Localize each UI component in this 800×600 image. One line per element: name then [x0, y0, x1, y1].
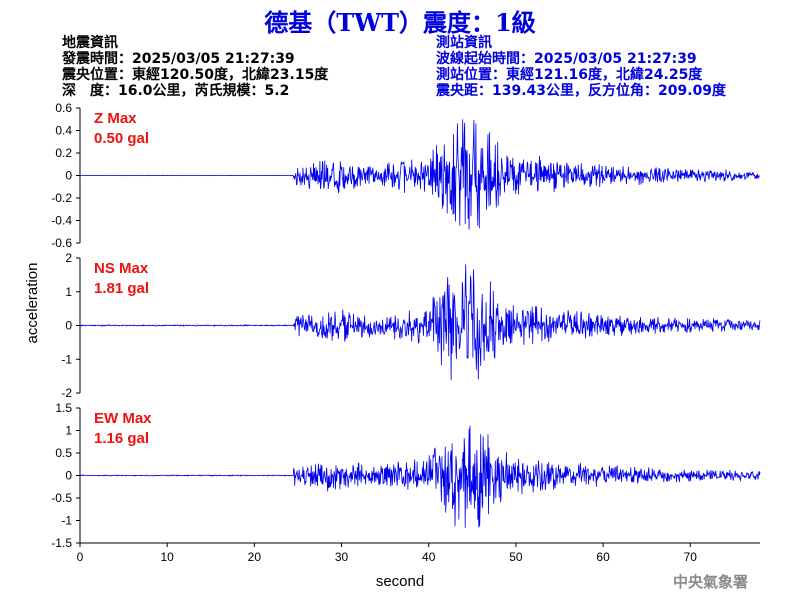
- y-tick-label: -0.6: [51, 236, 72, 250]
- x-tick-label: 10: [160, 550, 174, 564]
- max-value-z: 0.50 gal: [94, 130, 149, 147]
- station-info-heading: 測站資訊: [436, 35, 492, 51]
- y-axis-label: acceleration: [24, 263, 41, 344]
- y-tick-label: 1: [65, 424, 72, 438]
- y-tick-label: 0.4: [55, 124, 72, 138]
- x-tick-label: 40: [422, 550, 436, 564]
- max-label-ns: NS Max: [94, 260, 149, 277]
- y-tick-label: -0.2: [51, 191, 72, 205]
- y-tick-label: 0.2: [55, 146, 72, 160]
- y-tick-label: 0: [65, 319, 72, 333]
- station-location: 測站位置：東經121.16度，北緯24.25度: [436, 67, 703, 83]
- y-tick-label: -1: [61, 514, 72, 528]
- max-value-ns: 1.81 gal: [94, 280, 149, 297]
- agency-label: 中央氣象署: [672, 573, 748, 591]
- x-tick-label: 30: [335, 550, 349, 564]
- epicenter-location: 震央位置：東經120.50度，北緯23.15度: [62, 67, 329, 83]
- y-tick-label: -0.5: [51, 491, 72, 505]
- y-tick-label: -1.5: [51, 536, 72, 550]
- quake-info: 地震資訊 發震時間：2025/03/05 21:27:39 震央位置：東經120…: [62, 35, 328, 99]
- page-title: 德基（TWT）震度：1級: [264, 8, 536, 37]
- x-tick-label: 50: [509, 550, 523, 564]
- max-label-z: Z Max: [94, 110, 137, 127]
- depth-magnitude: 深 度：16.0公里，芮氏規模：5.2: [62, 83, 290, 99]
- distance-azimuth: 震央距：139.43公里，反方位角：209.09度: [436, 83, 727, 99]
- x-tick-label: 70: [684, 550, 698, 564]
- y-tick-label: 2: [65, 251, 72, 265]
- max-value-ew: 1.16 gal: [94, 430, 149, 447]
- x-tick-label: 60: [596, 550, 610, 564]
- x-axis-label: second: [376, 573, 424, 590]
- origin-time: 發震時間：2025/03/05 21:27:39: [62, 51, 295, 67]
- y-tick-label: 0: [65, 469, 72, 483]
- y-tick-label: 1.5: [55, 401, 72, 415]
- waveform-ns: [79, 264, 761, 381]
- y-tick-label: -2: [61, 386, 72, 400]
- waveform-z: [79, 119, 761, 230]
- max-label-ew: EW Max: [94, 410, 152, 427]
- x-tick-label: 0: [77, 550, 84, 564]
- wave-onset-time: 波線起始時間：2025/03/05 21:27:39: [436, 51, 697, 67]
- y-tick-label: 1: [65, 285, 72, 299]
- x-tick-label: 20: [248, 550, 262, 564]
- y-tick-label: 0.5: [55, 446, 72, 460]
- y-tick-label: 0: [65, 169, 72, 183]
- waveform-ew: [79, 425, 761, 528]
- quake-info-heading: 地震資訊: [62, 35, 118, 51]
- y-tick-label: -1: [61, 352, 72, 366]
- station-info: 測站資訊 波線起始時間：2025/03/05 21:27:39 測站位置：東經1…: [436, 35, 726, 99]
- y-tick-label: -0.4: [51, 214, 72, 228]
- y-tick-label: 0.6: [55, 101, 72, 115]
